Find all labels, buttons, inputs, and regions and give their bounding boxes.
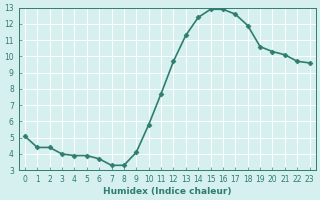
X-axis label: Humidex (Indice chaleur): Humidex (Indice chaleur) bbox=[103, 187, 231, 196]
